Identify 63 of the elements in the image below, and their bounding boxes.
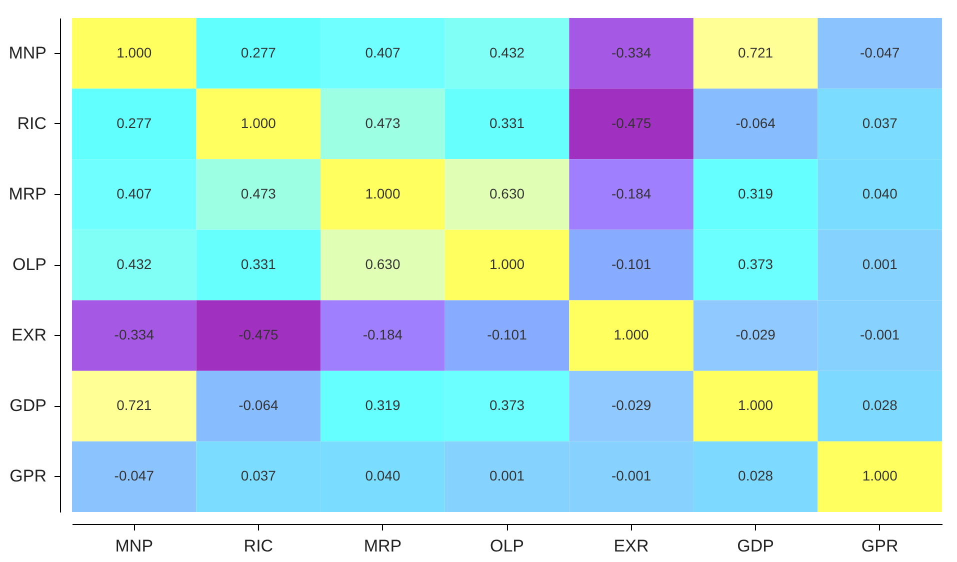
- data-label: 0.277: [116, 114, 152, 131]
- data-label: 0.373: [489, 397, 525, 414]
- data-label: 0.407: [116, 185, 152, 202]
- data-label: 0.319: [365, 397, 400, 414]
- data-label: 0.001: [489, 468, 525, 484]
- data-label: -0.064: [238, 397, 278, 414]
- data-label: 0.630: [365, 256, 400, 272]
- data-label: 0.319: [738, 185, 774, 202]
- data-label: -0.047: [114, 468, 154, 484]
- data-label: 0.037: [240, 468, 276, 484]
- data-label: -0.047: [860, 44, 900, 60]
- x-tick-label: OLP: [490, 536, 524, 556]
- data-label: 1.000: [489, 256, 525, 272]
- data-label: -0.001: [611, 468, 652, 484]
- x-tick-label: MRP: [364, 536, 402, 556]
- x-tick-label: MNP: [115, 536, 154, 556]
- data-label: 0.721: [738, 44, 774, 60]
- x-tick-label: RIC: [244, 536, 274, 556]
- data-label: 1.000: [862, 468, 898, 484]
- y-tick-label: GDP: [10, 396, 46, 416]
- data-label: -0.029: [736, 326, 776, 343]
- data-label: -0.475: [238, 326, 278, 343]
- data-label: -0.334: [114, 326, 154, 343]
- x-tick-label: EXR: [614, 536, 649, 556]
- y-tick-label: MNP: [8, 43, 46, 62]
- data-label: 1.000: [738, 397, 774, 414]
- data-label: 0.432: [489, 44, 525, 60]
- y-tick-label: GPR: [10, 466, 46, 486]
- y-tick-label: MRP: [8, 184, 46, 204]
- data-label: -0.029: [611, 397, 652, 414]
- data-label: -0.334: [611, 44, 652, 60]
- data-label: 0.473: [365, 114, 400, 131]
- data-label: 1.000: [116, 44, 152, 60]
- data-label: 0.040: [365, 468, 400, 484]
- data-label: -0.101: [487, 326, 528, 343]
- data-label: 0.028: [738, 468, 774, 484]
- data-label: -0.001: [860, 326, 900, 343]
- data-label: -0.184: [362, 326, 403, 343]
- data-label: 1.000: [365, 185, 400, 202]
- data-label: -0.064: [736, 114, 776, 131]
- y-tick-label: EXR: [12, 326, 46, 345]
- data-label: 0.721: [116, 397, 152, 414]
- data-label: 1.000: [240, 114, 276, 131]
- data-label: 0.432: [116, 256, 152, 272]
- data-label: 0.473: [240, 185, 276, 202]
- data-label: 0.277: [240, 44, 276, 60]
- y-tick-label: OLP: [12, 255, 46, 274]
- data-label: 0.331: [489, 114, 525, 131]
- data-label: 0.331: [240, 256, 276, 272]
- x-tick-label: GDP: [737, 536, 774, 556]
- data-label: -0.184: [611, 185, 652, 202]
- x-tick-label: GPR: [861, 536, 898, 556]
- data-label: 0.037: [862, 114, 898, 131]
- data-label: 0.040: [862, 185, 898, 202]
- data-label: -0.475: [611, 114, 652, 131]
- y-tick-label: RIC: [17, 114, 46, 133]
- data-label: 0.407: [365, 44, 400, 60]
- data-label: 0.028: [862, 397, 898, 414]
- data-label: -0.101: [611, 256, 652, 272]
- data-label: 0.001: [862, 256, 898, 272]
- data-label: 1.000: [614, 326, 650, 343]
- data-label: 0.373: [738, 256, 774, 272]
- data-label: 0.630: [489, 185, 525, 202]
